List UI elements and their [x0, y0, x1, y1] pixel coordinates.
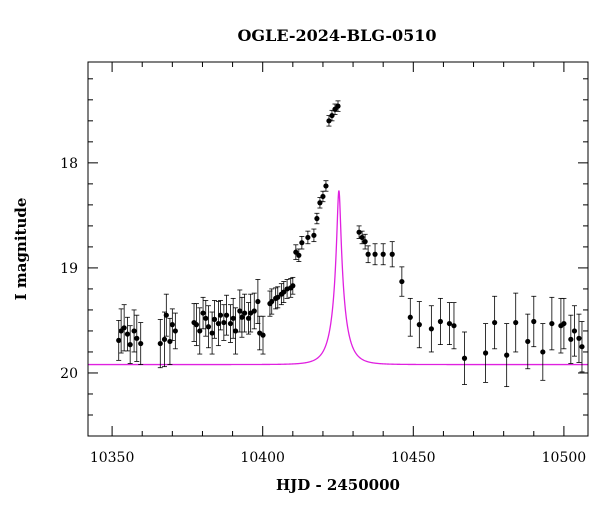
data-point: [161, 336, 168, 342]
data-point: [299, 240, 305, 246]
data-point: [305, 234, 311, 241]
data-point: [320, 193, 326, 200]
data-point: [492, 319, 498, 326]
data-point: [525, 338, 531, 345]
data-point: [326, 118, 332, 124]
data-point: [131, 328, 137, 334]
data-point: [200, 310, 206, 316]
data-point: [437, 318, 444, 325]
data-point: [540, 349, 546, 355]
data-point: [221, 319, 227, 326]
data-point: [242, 310, 248, 316]
data-point: [193, 322, 200, 328]
data-point: [205, 324, 212, 330]
data-point: [365, 251, 371, 257]
data-point: [389, 251, 395, 257]
data-point: [446, 320, 453, 327]
data-point: [407, 314, 413, 320]
axis-ticks: 10350 10400 10450 10500 18 19 20: [60, 62, 588, 466]
data-point: [314, 215, 320, 222]
data-point: [317, 200, 323, 206]
x-tick-label: 10400: [240, 450, 285, 466]
data-point: [260, 332, 266, 338]
data-point: [232, 328, 239, 334]
data-point: [416, 322, 422, 328]
data-point: [482, 350, 489, 356]
data-point: [296, 252, 302, 258]
data-point: [237, 308, 243, 314]
data-point: [167, 338, 173, 345]
data-point: [579, 344, 585, 350]
data-point: [561, 320, 567, 327]
data-point: [568, 336, 574, 342]
data-point: [428, 326, 434, 332]
data-point: [335, 103, 341, 109]
data-point: [211, 316, 218, 322]
data-point: [399, 278, 405, 285]
data-point: [116, 337, 122, 343]
data-point: [269, 298, 275, 305]
data-point: [531, 318, 537, 325]
data-point: [230, 315, 236, 321]
y-tick-label: 20: [60, 366, 78, 382]
data-point: [329, 112, 335, 119]
data-point: [461, 355, 468, 361]
plot-area: [88, 100, 588, 388]
x-tick-label: 10450: [391, 450, 436, 466]
data-point: [197, 328, 203, 334]
y-axis-label: I magnitude: [12, 198, 30, 301]
x-tick-label: 10350: [90, 450, 135, 466]
data-point: [290, 283, 296, 289]
data-point: [163, 312, 169, 318]
data-point: [359, 234, 365, 241]
data-point: [372, 251, 378, 257]
data-point: [451, 323, 457, 329]
data-point: [281, 289, 287, 295]
data-point: [275, 294, 281, 300]
data-point: [504, 352, 510, 358]
data-point: [223, 312, 230, 318]
data-point: [121, 325, 127, 331]
data-point: [203, 315, 209, 321]
data-point: [239, 314, 245, 320]
data-point: [380, 251, 386, 257]
data-point: [127, 342, 133, 348]
data-point: [172, 328, 178, 334]
data-point: [311, 232, 317, 238]
y-tick-label: 19: [60, 261, 78, 277]
data-point: [215, 320, 222, 327]
data-point: [323, 183, 329, 189]
data-point: [169, 322, 175, 328]
data-point: [513, 319, 519, 326]
x-axis-label: HJD - 2450000: [276, 476, 400, 494]
data-point: [576, 335, 582, 341]
data-point: [227, 320, 234, 327]
data-point: [251, 308, 257, 314]
data-point: [138, 340, 144, 347]
data-point: [549, 320, 555, 327]
data-point: [134, 335, 140, 341]
data-point: [356, 229, 362, 235]
data-point: [217, 312, 224, 318]
y-tick-label: 18: [60, 156, 78, 172]
data-point: [124, 331, 131, 337]
data-point: [255, 298, 261, 305]
plot-frame: [87, 61, 589, 437]
data-point: [209, 330, 215, 336]
data-point: [571, 328, 578, 334]
data-point: [157, 340, 163, 347]
data-point: [362, 239, 368, 245]
chart-title: OGLE-2024-BLG-0510: [237, 26, 436, 45]
x-tick-label: 10500: [542, 450, 587, 466]
data-point: [245, 315, 252, 321]
